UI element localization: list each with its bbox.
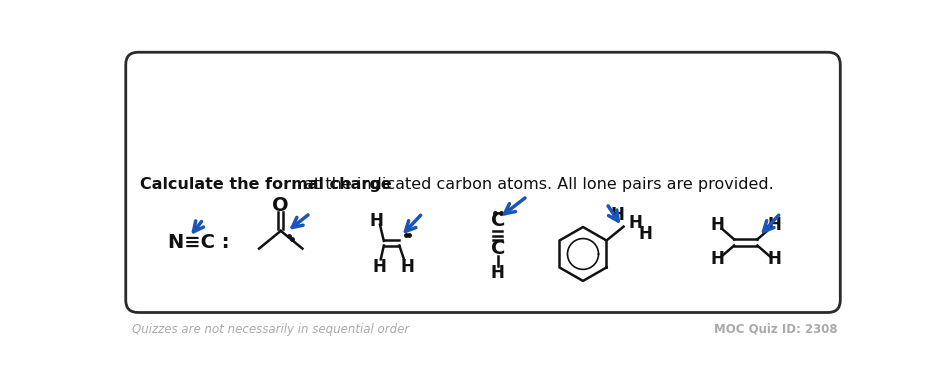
Text: H: H — [710, 217, 724, 235]
Text: MOC Quiz ID: 2308: MOC Quiz ID: 2308 — [714, 323, 837, 336]
Text: O: O — [273, 196, 289, 215]
Text: H: H — [767, 217, 782, 235]
FancyBboxPatch shape — [126, 52, 840, 313]
Text: H: H — [710, 250, 724, 268]
Text: H: H — [372, 258, 386, 276]
Text: H: H — [369, 212, 383, 230]
Text: H: H — [611, 206, 624, 224]
Text: H: H — [491, 264, 505, 282]
Text: C: C — [491, 211, 505, 230]
Text: N≡C :: N≡C : — [168, 233, 230, 252]
Text: Calculate the formal charge: Calculate the formal charge — [140, 177, 392, 192]
Text: Quizzes are not necessarily in sequential order: Quizzes are not necessarily in sequentia… — [132, 323, 409, 336]
Text: H: H — [767, 250, 782, 268]
Text: H: H — [628, 214, 642, 232]
Text: C: C — [491, 239, 505, 258]
Text: at the indicated carbon atoms. All lone pairs are provided.: at the indicated carbon atoms. All lone … — [298, 177, 773, 192]
Text: H: H — [400, 258, 414, 276]
Text: H: H — [638, 225, 652, 243]
